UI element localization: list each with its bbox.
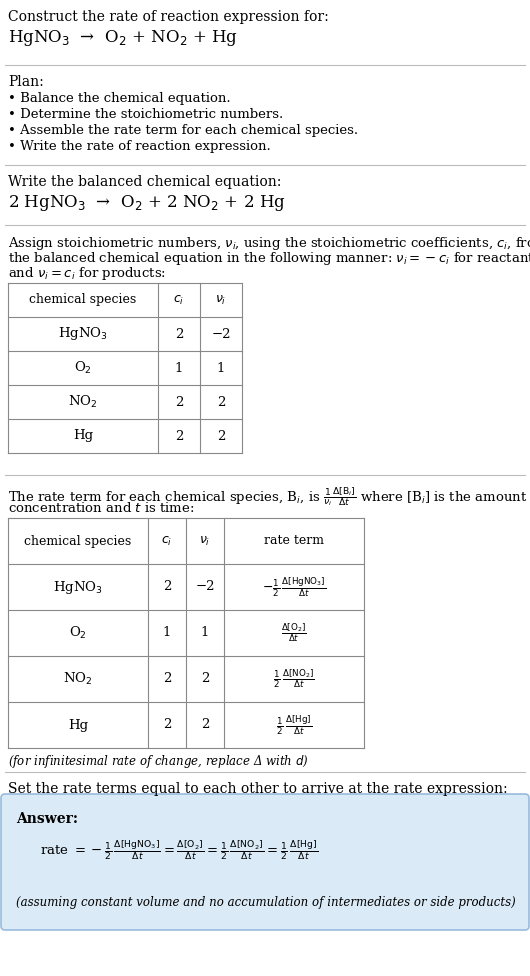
Text: −2: −2	[211, 328, 231, 341]
Text: 2: 2	[163, 672, 171, 685]
Text: 2: 2	[217, 429, 225, 442]
Text: rate $= -\frac{1}{2}\,\frac{\Delta[\mathrm{HgNO_3}]}{\Delta t} = \frac{\Delta[\m: rate $= -\frac{1}{2}\,\frac{\Delta[\math…	[40, 838, 318, 862]
Text: Plan:: Plan:	[8, 75, 44, 89]
Text: O$_2$: O$_2$	[74, 360, 92, 376]
Text: • Assemble the rate term for each chemical species.: • Assemble the rate term for each chemic…	[8, 124, 358, 137]
Text: 2: 2	[163, 581, 171, 593]
Text: and $\nu_i = c_i$ for products:: and $\nu_i = c_i$ for products:	[8, 265, 166, 282]
Text: Assign stoichiometric numbers, $\nu_i$, using the stoichiometric coefficients, $: Assign stoichiometric numbers, $\nu_i$, …	[8, 235, 530, 252]
Text: $c_i$: $c_i$	[173, 294, 184, 306]
Text: Construct the rate of reaction expression for:: Construct the rate of reaction expressio…	[8, 10, 329, 24]
Text: 1: 1	[163, 627, 171, 639]
Text: concentration and $t$ is time:: concentration and $t$ is time:	[8, 501, 195, 515]
Text: $\frac{1}{2}\,\frac{\Delta[\mathrm{Hg}]}{\Delta t}$: $\frac{1}{2}\,\frac{\Delta[\mathrm{Hg}]}…	[276, 713, 312, 737]
Text: 2 HgNO$_3$  →  O$_2$ + 2 NO$_2$ + 2 Hg: 2 HgNO$_3$ → O$_2$ + 2 NO$_2$ + 2 Hg	[8, 193, 286, 213]
FancyBboxPatch shape	[1, 794, 529, 930]
Text: The rate term for each chemical species, B$_i$, is $\frac{1}{\nu_i}\frac{\Delta[: The rate term for each chemical species,…	[8, 485, 527, 508]
Text: $\frac{1}{2}\,\frac{\Delta[\mathrm{NO_2}]}{\Delta t}$: $\frac{1}{2}\,\frac{\Delta[\mathrm{NO_2}…	[273, 668, 315, 690]
Text: 2: 2	[175, 328, 183, 341]
Text: • Determine the stoichiometric numbers.: • Determine the stoichiometric numbers.	[8, 108, 283, 121]
Text: −2: −2	[195, 581, 215, 593]
Text: Hg: Hg	[68, 718, 88, 731]
Text: • Balance the chemical equation.: • Balance the chemical equation.	[8, 92, 231, 105]
Text: 2: 2	[201, 672, 209, 685]
Text: 1: 1	[175, 361, 183, 375]
Text: rate term: rate term	[264, 535, 324, 548]
Text: chemical species: chemical species	[29, 294, 137, 306]
Text: HgNO$_3$: HgNO$_3$	[53, 579, 103, 595]
Text: HgNO$_3$: HgNO$_3$	[58, 326, 108, 343]
Text: (assuming constant volume and no accumulation of intermediates or side products): (assuming constant volume and no accumul…	[16, 896, 516, 909]
Text: NO$_2$: NO$_2$	[68, 394, 98, 410]
Text: 2: 2	[217, 395, 225, 409]
Text: $c_i$: $c_i$	[161, 535, 173, 548]
Text: 2: 2	[201, 718, 209, 731]
Text: 1: 1	[201, 627, 209, 639]
Text: $\nu_i$: $\nu_i$	[199, 535, 211, 548]
Text: Hg: Hg	[73, 429, 93, 442]
Text: 1: 1	[217, 361, 225, 375]
Text: NO$_2$: NO$_2$	[63, 671, 93, 687]
Text: (for infinitesimal rate of change, replace Δ with $d$): (for infinitesimal rate of change, repla…	[8, 753, 309, 770]
Text: 2: 2	[163, 718, 171, 731]
Text: O$_2$: O$_2$	[69, 625, 87, 641]
Text: HgNO$_3$  →  O$_2$ + NO$_2$ + Hg: HgNO$_3$ → O$_2$ + NO$_2$ + Hg	[8, 28, 238, 48]
Text: $-\frac{1}{2}\,\frac{\Delta[\mathrm{HgNO_3}]}{\Delta t}$: $-\frac{1}{2}\,\frac{\Delta[\mathrm{HgNO…	[262, 575, 326, 598]
Text: Write the balanced chemical equation:: Write the balanced chemical equation:	[8, 175, 281, 189]
Text: 2: 2	[175, 429, 183, 442]
Text: the balanced chemical equation in the following manner: $\nu_i = -c_i$ for react: the balanced chemical equation in the fo…	[8, 250, 530, 267]
Text: chemical species: chemical species	[24, 535, 131, 548]
Text: $\frac{\Delta[\mathrm{O_2}]}{\Delta t}$: $\frac{\Delta[\mathrm{O_2}]}{\Delta t}$	[281, 622, 307, 644]
Text: 2: 2	[175, 395, 183, 409]
Text: • Write the rate of reaction expression.: • Write the rate of reaction expression.	[8, 140, 271, 153]
Text: Set the rate terms equal to each other to arrive at the rate expression:: Set the rate terms equal to each other t…	[8, 782, 508, 796]
Text: Answer:: Answer:	[16, 812, 78, 826]
Text: $\nu_i$: $\nu_i$	[215, 294, 227, 306]
